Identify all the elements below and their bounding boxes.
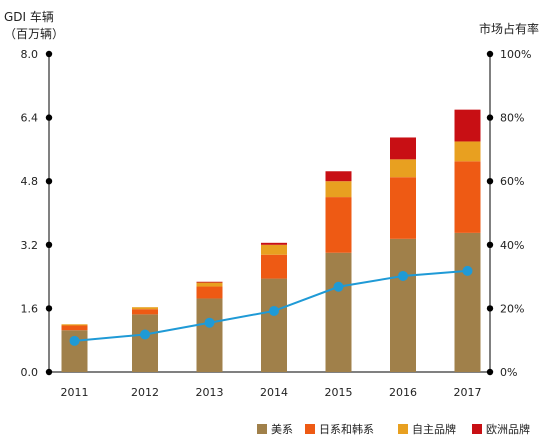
bar-segment (196, 282, 223, 287)
share-point (204, 317, 215, 328)
legend-swatch (305, 424, 315, 434)
x-tick-label: 2011 (61, 386, 89, 399)
left-tick-dot (45, 114, 53, 121)
x-tick-label: 2012 (131, 386, 159, 399)
plot-area: 0.0 1.6 3.2 4.8 6.4 8.0 0% 20% 40% 60% 80% 100% 2011… (21, 48, 532, 399)
right-tick-label: 40% (500, 239, 524, 252)
share-point (333, 281, 344, 292)
bar-segment (261, 254, 287, 279)
right-tick-dot (486, 50, 494, 58)
bar-segment (196, 298, 223, 372)
right-tick-dot (486, 368, 494, 376)
bar-segment (454, 232, 481, 372)
right-tick-dot (486, 241, 494, 248)
bar-segment (61, 325, 88, 331)
bar-segment (454, 161, 481, 233)
bar-segment (454, 109, 481, 142)
legend-label: 日系和韩系 (319, 422, 374, 436)
left-tick-label: 3.2 (21, 239, 39, 252)
bar-segment (132, 314, 158, 372)
legend-swatch (472, 424, 482, 434)
bar-segment (325, 171, 352, 182)
share-point (69, 335, 80, 346)
bar-segment (132, 307, 158, 310)
right-tick-dot (486, 178, 494, 185)
bar-segment (132, 309, 158, 315)
legend-swatch (398, 424, 408, 434)
legend-label: 自主品牌 (412, 422, 456, 436)
left-tick-label: 4.8 (21, 175, 39, 188)
x-tick-label: 2017 (454, 386, 482, 399)
x-tick-label: 2015 (325, 386, 353, 399)
left-tick-dot (45, 305, 53, 312)
x-tick-label: 2013 (196, 386, 224, 399)
left-axis-title-line1: GDI 车辆 (4, 9, 54, 24)
bar-segment (61, 324, 88, 326)
left-tick-label: 1.6 (21, 302, 39, 315)
bar-segment (196, 286, 223, 299)
left-tick-dot (45, 50, 53, 58)
left-axis-title-line2: （百万辆） (4, 27, 64, 41)
legend-label: 欧洲品牌 (486, 422, 530, 436)
bar-segment (325, 197, 352, 253)
bar-segment (390, 137, 416, 160)
bar-segment (454, 141, 481, 162)
share-point (269, 305, 279, 316)
legend-label: 美系 (271, 423, 293, 436)
left-tick-label: 0.0 (21, 366, 39, 379)
left-tick-label: 8.0 (21, 48, 39, 61)
legend-swatch (257, 424, 267, 434)
bar-segment (196, 281, 223, 283)
right-tick-label: 80% (500, 112, 524, 125)
x-tick-label: 2016 (389, 386, 417, 399)
right-tick-label: 0% (500, 366, 517, 379)
left-tick-dot (45, 368, 53, 376)
left-tick-dot (45, 241, 53, 248)
bar-segment (261, 278, 287, 372)
right-tick-label: 60% (500, 175, 524, 188)
share-point (398, 270, 408, 281)
bar-segment (390, 238, 416, 372)
bar-segment (261, 242, 287, 245)
right-tick-dot (486, 114, 494, 121)
bar-segment (325, 181, 352, 198)
right-tick-label: 20% (500, 302, 524, 315)
left-tick-dot (45, 178, 53, 185)
right-tick-label: 100% (500, 48, 531, 61)
bar-segment (390, 159, 416, 178)
bar-segment (390, 177, 416, 239)
right-tick-dot (486, 305, 494, 312)
share-point (140, 329, 150, 340)
legend: 美系 日系和韩系 自主品牌 欧洲品牌 (257, 422, 530, 436)
left-tick-label: 6.4 (21, 112, 39, 125)
bar-segment (325, 252, 352, 372)
bar-segment (261, 244, 287, 255)
share-point (462, 265, 473, 276)
right-axis-title: 市场占有率 (479, 21, 539, 36)
x-tick-label: 2014 (260, 386, 288, 399)
